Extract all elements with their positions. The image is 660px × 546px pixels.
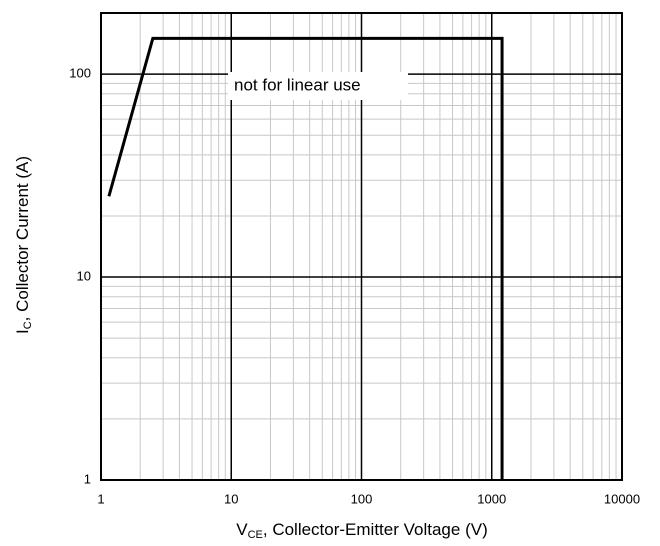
y-axis-label-rest: , Collector Current (A) bbox=[13, 156, 32, 321]
x-tick-label: 10 bbox=[224, 491, 238, 506]
line bbox=[107, 36, 504, 480]
y-axis-label: IC, Collector Current (A) bbox=[13, 156, 33, 334]
x-tick-label: 100 bbox=[351, 491, 373, 506]
x-axis-label-rest: , Collector-Emitter Voltage (V) bbox=[263, 520, 488, 539]
x-tick-label: 1 bbox=[97, 491, 104, 506]
annotation-background bbox=[228, 72, 408, 100]
x-axis-label: VCE, Collector-Emitter Voltage (V) bbox=[236, 520, 487, 540]
plot-frame bbox=[100, 12, 623, 481]
x-tick-label: 1000 bbox=[477, 491, 506, 506]
annotation: not for linear use bbox=[234, 75, 361, 94]
y-tick-label: 10 bbox=[77, 268, 91, 283]
y-tick-label: 1 bbox=[84, 471, 91, 486]
y-axis-label-sub: C bbox=[22, 321, 34, 329]
x-axis-label-sub: CE bbox=[248, 529, 263, 541]
x-tick-label: 10000 bbox=[604, 491, 640, 506]
y-tick-label: 100 bbox=[69, 66, 91, 81]
x-axis-label-main: V bbox=[236, 520, 248, 539]
y-axis-label-main: I bbox=[13, 329, 32, 334]
marks bbox=[107, 36, 504, 480]
